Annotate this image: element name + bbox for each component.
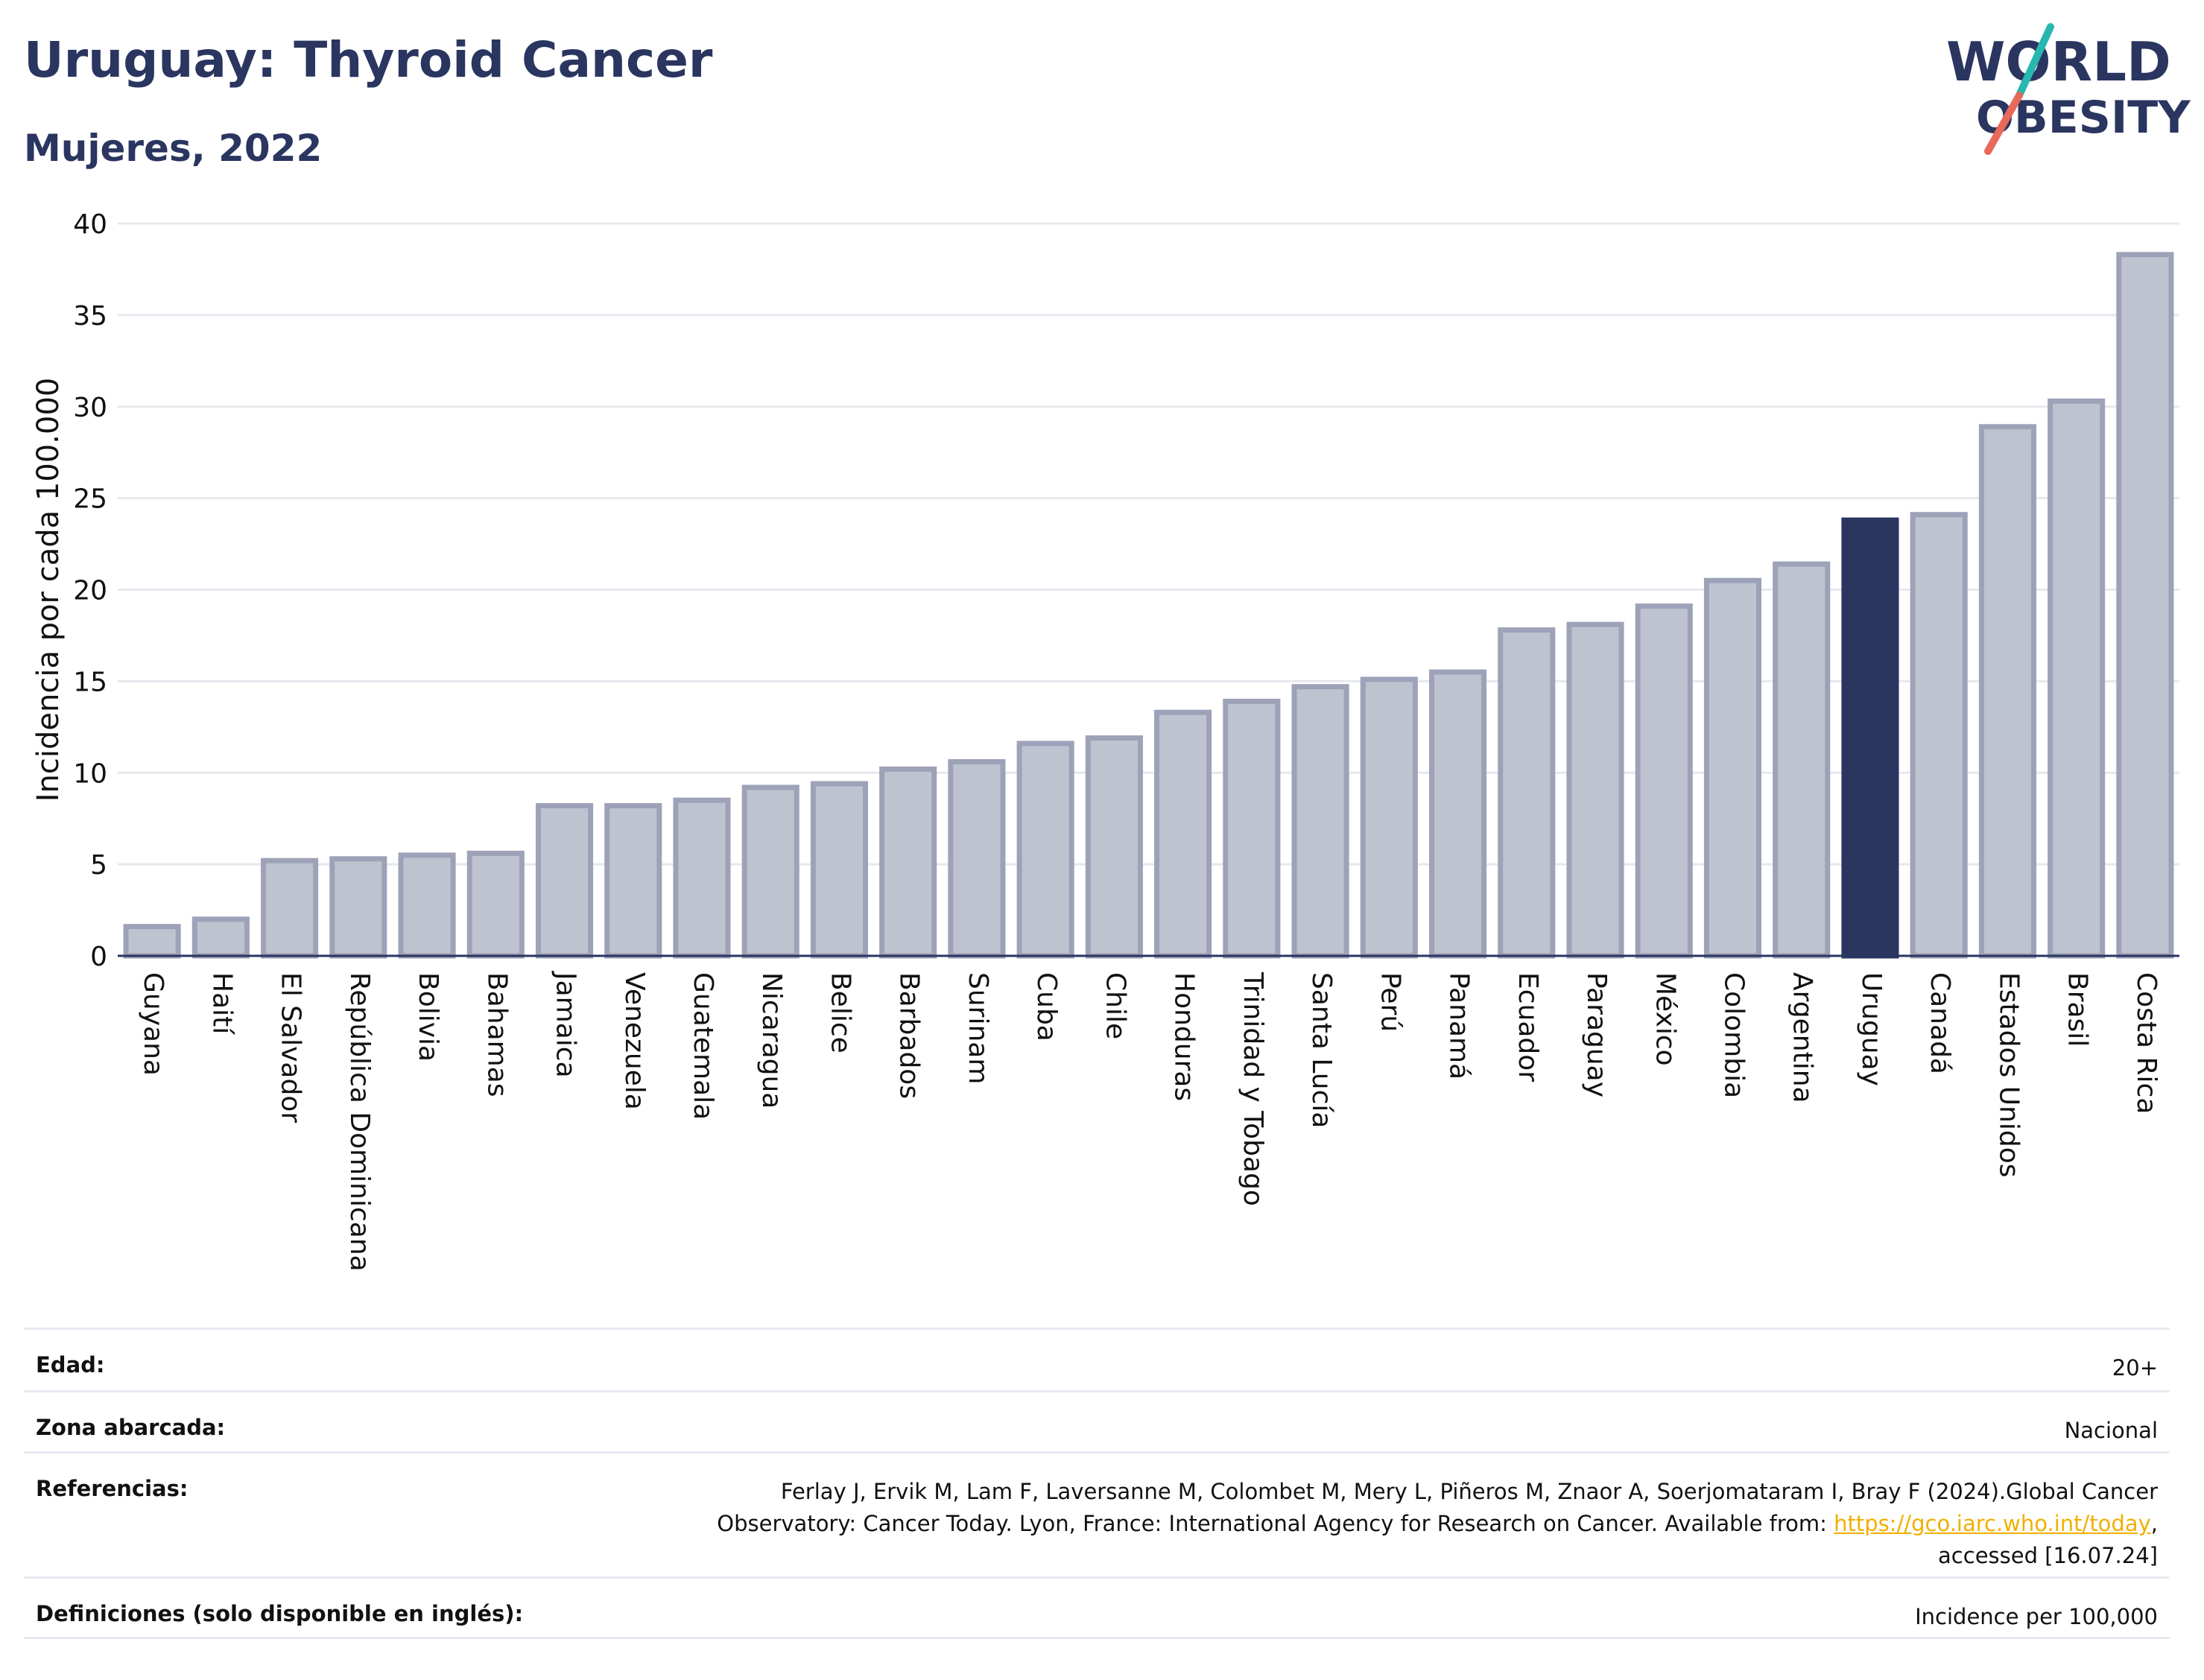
bar-costa-rica	[2116, 252, 2174, 959]
y-tick-label: 40	[73, 209, 107, 240]
x-tick-label: Bolivia	[413, 972, 443, 1062]
x-tick-label: Estados Unidos	[1993, 972, 2024, 1178]
area-value: Nacional	[2064, 1418, 2158, 1443]
definitions-value: Incidence per 100,000	[1915, 1604, 2158, 1629]
x-tick-label: Jamaica	[551, 971, 581, 1078]
x-tick-label: Bahamas	[481, 972, 512, 1097]
x-tick-label: El Salvador	[276, 972, 306, 1123]
bar-venezuela	[604, 802, 662, 959]
bar-bahamas	[466, 850, 525, 959]
logo-slash-bottom	[1984, 92, 2023, 155]
y-axis-label: Incidencia por cada 100.000	[31, 378, 66, 802]
bar-colombia	[1703, 577, 1762, 959]
x-tick-label: Perú	[1375, 972, 1405, 1032]
bar-bolivia	[398, 852, 456, 959]
chart-title: Uruguay: Thyroid Cancer	[24, 31, 713, 89]
bar-canadá	[1910, 512, 1968, 959]
x-tick-label: Barbados	[894, 972, 925, 1099]
x-tick-label: Guyana	[138, 972, 168, 1076]
bar-el-salvador	[261, 858, 319, 959]
x-tick-label: Guatemala	[688, 972, 718, 1120]
logo-word-2: OBESITY	[1976, 92, 2191, 144]
bar-haití	[191, 916, 250, 959]
bar-trinidad-y-tobago	[1223, 698, 1281, 959]
bars	[123, 252, 2174, 959]
bar-santa-lucía	[1291, 684, 1349, 959]
world-obesity-logo: WORLD OBESITY	[1946, 23, 2191, 155]
x-tick-label: Surinam	[963, 972, 993, 1084]
chart-subtitle: Mujeres, 2022	[24, 127, 323, 170]
bar-paraguay	[1566, 621, 1624, 959]
x-tick-label: Santa Lucía	[1306, 972, 1337, 1128]
info-table: Edad: 20+ Zona abarcada: Nacional Refere…	[24, 1328, 2170, 1639]
bar-honduras	[1154, 709, 1212, 959]
bar-ecuador	[1498, 627, 1556, 959]
x-tick-label: Costa Rica	[2131, 972, 2162, 1114]
y-tick-label: 20	[73, 576, 107, 606]
logo-slash-top	[2015, 23, 2054, 99]
info-row-area: Zona abarcada: Nacional	[24, 1390, 2170, 1451]
y-tick-labels: 0 5 10 15 20 25 30 35 40	[73, 209, 107, 972]
bar-belice	[810, 781, 868, 959]
bar-guatemala	[673, 797, 731, 959]
bar-cuba	[1016, 741, 1074, 959]
y-tick-label: 25	[73, 484, 107, 515]
info-row-references: Referencias: Ferlay J, Ervik M, Lam F, L…	[24, 1451, 2170, 1576]
x-tick-label: Nicaragua	[756, 972, 787, 1109]
x-tick-label: Trinidad y Tobago	[1238, 971, 1268, 1206]
x-tick-label: Venezuela	[619, 972, 650, 1110]
age-value: 20+	[2112, 1355, 2158, 1381]
y-tick-label: 35	[73, 301, 107, 332]
x-tick-label: Ecuador	[1513, 972, 1543, 1082]
bar-uruguay	[1841, 517, 1899, 959]
x-tick-label: Cuba	[1031, 972, 1062, 1042]
y-tick-label: 30	[73, 393, 107, 423]
bar-brasil	[2048, 398, 2106, 959]
bar-chile	[1085, 735, 1143, 959]
x-tick-label: Uruguay	[1856, 972, 1887, 1086]
bar-surinam	[948, 759, 1006, 959]
x-tick-label: Paraguay	[1581, 972, 1612, 1097]
x-tick-label: Honduras	[1169, 972, 1200, 1101]
x-tick-label: Chile	[1100, 972, 1130, 1039]
logo-word-1: WORLD	[1946, 31, 2171, 93]
x-tick-label: Belice	[825, 972, 855, 1053]
bar-méxico	[1635, 603, 1693, 959]
y-tick-label: 15	[73, 667, 107, 697]
y-tick-label: 0	[90, 942, 107, 972]
references-link[interactable]: https://gco.iarc.who.int/today	[1834, 1511, 2151, 1536]
bar-estados-unidos	[1978, 424, 2036, 959]
bar-argentina	[1773, 561, 1831, 959]
x-tick-label: Argentina	[1787, 972, 1818, 1103]
bar-guyana	[123, 924, 181, 959]
x-tick-label: República Dominicana	[344, 972, 375, 1272]
references-label: Referencias:	[36, 1476, 189, 1501]
x-tick-label: Colombia	[1718, 972, 1749, 1098]
bar-panamá	[1429, 669, 1487, 959]
bar-chart: 0 5 10 15 20 25 30 35 40 Guyana Haití El Salvador R…	[31, 209, 2179, 1272]
x-tick-label: Canadá	[1925, 972, 1955, 1074]
bar-barbados	[879, 766, 937, 959]
bar-jamaica	[535, 802, 594, 959]
area-label: Zona abarcada:	[36, 1415, 226, 1440]
x-tick-labels: Guyana Haití El Salvador República Dominica…	[138, 971, 2162, 1272]
x-tick-label: Brasil	[2062, 972, 2093, 1047]
age-label: Edad:	[36, 1352, 105, 1378]
x-tick-label: México	[1650, 972, 1680, 1066]
bar-república-dominicana	[329, 856, 387, 959]
references-text: Ferlay J, Ervik M, Lam F, Laversanne M, …	[717, 1479, 2158, 1568]
info-row-age: Edad: 20+	[24, 1328, 2170, 1390]
x-tick-label: Haití	[206, 972, 237, 1035]
y-tick-label: 5	[90, 850, 107, 881]
y-tick-label: 10	[73, 758, 107, 789]
bar-nicaragua	[741, 784, 799, 959]
definitions-label: Definiciones (solo disponible en inglés)…	[36, 1601, 524, 1626]
x-tick-label: Panamá	[1444, 972, 1475, 1080]
bar-perú	[1360, 676, 1418, 959]
info-row-definitions: Definiciones (solo disponible en inglés)…	[24, 1576, 2170, 1639]
